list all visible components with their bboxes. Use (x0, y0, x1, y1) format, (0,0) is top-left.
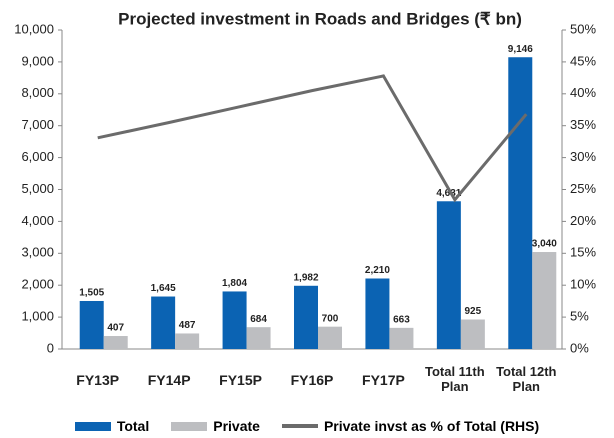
legend: Total Private Private invst as % of Total … (0, 418, 614, 434)
legend-item: Total (74, 418, 150, 434)
data-label: 2,210 (365, 265, 390, 276)
legend-label: Private (213, 418, 260, 434)
chart-title: Projected investment in Roads and Bridge… (118, 9, 522, 28)
x-tick-label: FY13P (76, 372, 120, 388)
y2-tick-label: 15% (570, 245, 596, 260)
line (97, 74, 528, 203)
bar (151, 296, 176, 349)
data-label: 1,804 (222, 278, 247, 289)
y-tick-label: 2,000 (21, 277, 54, 292)
bar (436, 201, 461, 349)
legend-item: Private invst as % of Total (RHS) (281, 418, 540, 434)
x-tick-label: FY17P (362, 372, 405, 388)
y2-tick-label: 25% (570, 181, 596, 196)
legend-swatch (171, 421, 208, 431)
legend-label: Total (116, 418, 150, 434)
bar (460, 319, 485, 349)
x-tick-label: FY16P (290, 372, 334, 388)
data-label: 663 (393, 314, 410, 325)
bar (294, 285, 318, 349)
y-tick-label: 0 (47, 340, 54, 355)
y-tick-label: 5,000 (21, 181, 54, 196)
legend-swatch (74, 421, 111, 431)
x-tick-label: FY14P (147, 372, 191, 388)
y-tick-label: 7,000 (21, 117, 54, 132)
data-label: 407 (107, 323, 124, 334)
x-tick-label: Total 12th Plan (496, 364, 557, 394)
y2-tick-label: 35% (570, 117, 596, 132)
y-tick-label: 1,000 (21, 309, 54, 324)
y2-tick-label: 40% (570, 85, 596, 100)
data-label: 1,645 (151, 283, 176, 294)
bar (79, 300, 104, 349)
y2-tick-label: 10% (570, 277, 596, 292)
data-label: 925 (465, 306, 482, 317)
y2-tick-label: 5% (570, 309, 589, 324)
data-label: 700 (322, 313, 339, 324)
y-tick-label: 3,000 (21, 245, 54, 260)
x-tick-label: Total 11th Plan (424, 364, 485, 394)
y-tick-label: 8,000 (21, 85, 54, 100)
chart: Projected investment in Roads and Bridge… (14, 9, 596, 355)
y2-tick-label: 0% (570, 340, 589, 355)
legend-swatch (281, 424, 318, 428)
bar (365, 278, 390, 349)
bar (318, 326, 342, 349)
bar (389, 327, 414, 349)
y2-tick-label: 20% (570, 213, 596, 228)
data-label: 487 (179, 320, 196, 331)
data-label: 684 (250, 314, 267, 325)
y-tick-label: 9,000 (21, 53, 54, 68)
bar (246, 327, 271, 349)
y2-tick-label: 30% (570, 149, 596, 164)
bar (508, 57, 533, 349)
bar (175, 333, 200, 349)
data-label: 4,631 (436, 188, 461, 199)
y-tick-label: 4,000 (21, 213, 54, 228)
legend-label: Private invst as % of Total (RHS) (323, 418, 540, 434)
data-label: 9,146 (508, 44, 533, 55)
legend-item: Private (171, 418, 260, 434)
bar (222, 291, 247, 349)
y2-tick-label: 45% (570, 53, 596, 68)
data-label: 1,505 (79, 288, 104, 299)
data-label: 1,982 (293, 272, 318, 283)
bar (103, 336, 128, 349)
y-tick-label: 6,000 (21, 149, 54, 164)
bar (532, 252, 557, 349)
x-tick-label: FY15P (219, 372, 262, 388)
y2-tick-label: 50% (570, 21, 596, 36)
data-label: 3,040 (532, 239, 557, 250)
y-tick-label: 10,000 (14, 21, 54, 36)
